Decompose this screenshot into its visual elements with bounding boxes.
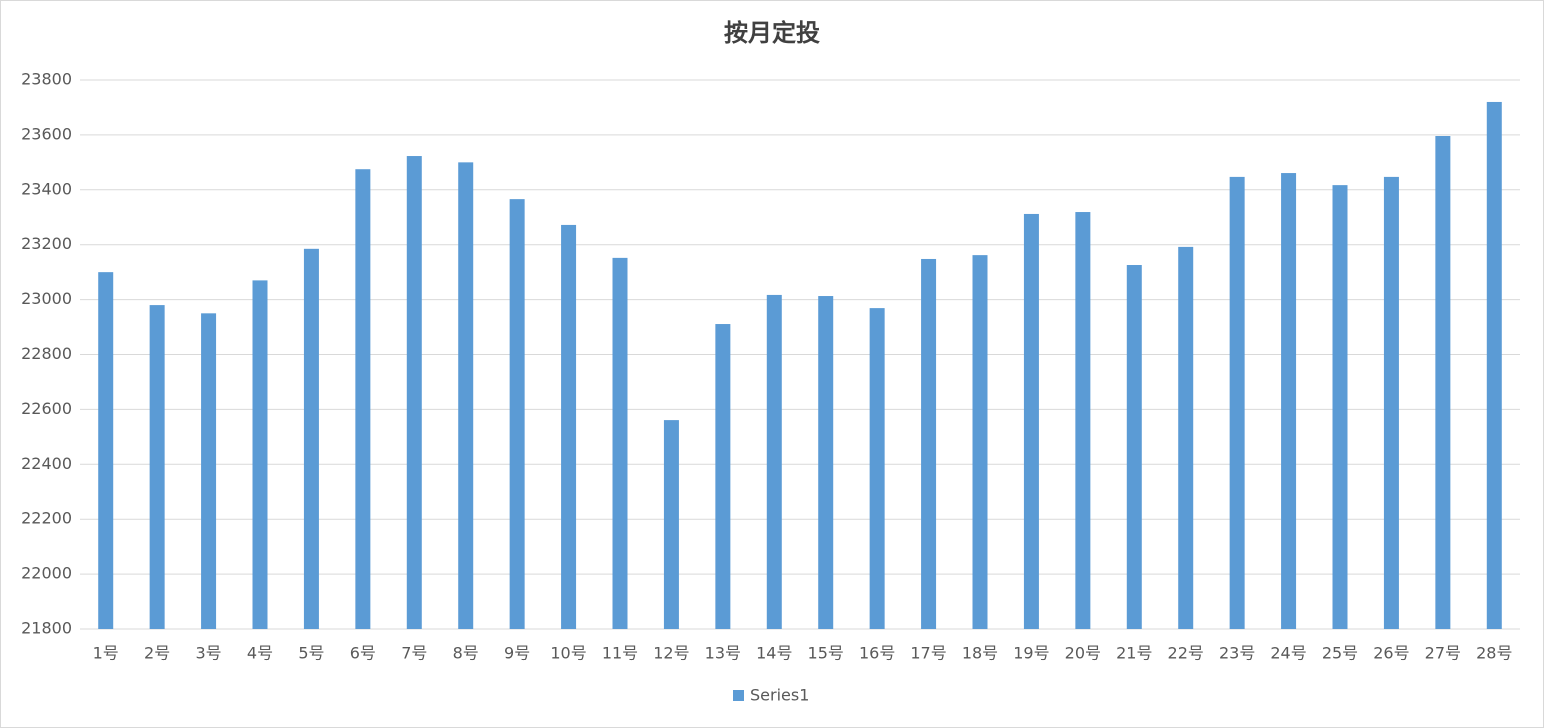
y-tick-label: 23600: [21, 124, 72, 143]
bar: [1383, 176, 1399, 629]
y-tick-label: 23200: [21, 234, 72, 253]
y-tick-label: 22600: [21, 399, 72, 418]
x-tick-label: 24号: [1270, 644, 1306, 663]
y-tick-label: 21800: [21, 619, 72, 638]
bar: [818, 296, 834, 629]
x-tick-label: 13号: [705, 644, 741, 663]
bar: [149, 305, 165, 629]
x-tick-label: 22号: [1168, 644, 1204, 663]
bar: [1075, 212, 1091, 630]
bar: [201, 313, 217, 629]
x-tick-label: 4号: [247, 644, 273, 663]
x-tick-label: 16号: [859, 644, 895, 663]
bar: [406, 156, 422, 629]
bar: [663, 420, 679, 629]
x-tick-label: 2号: [144, 644, 170, 663]
bar: [869, 308, 885, 629]
bar: [458, 162, 474, 629]
x-tick-label: 19号: [1013, 644, 1049, 663]
bar: [303, 248, 319, 629]
bar: [561, 224, 577, 629]
bar: [1332, 185, 1348, 630]
x-tick-label: 8号: [453, 644, 479, 663]
x-tick-label: 20号: [1065, 644, 1101, 663]
bar: [509, 199, 525, 629]
bar: [766, 294, 782, 629]
x-tick-label: 11号: [602, 644, 638, 663]
y-tick-label: 23000: [21, 289, 72, 308]
bar: [355, 169, 371, 629]
x-tick-label: 12号: [653, 644, 689, 663]
x-tick-label: 15号: [808, 644, 844, 663]
bar: [715, 324, 731, 629]
x-tick-label: 18号: [962, 644, 998, 663]
x-tick-label: 14号: [756, 644, 792, 663]
bar: [1281, 173, 1297, 630]
bar: [921, 258, 937, 629]
y-tick-label: 23400: [21, 179, 72, 198]
y-tick-label: 22000: [21, 564, 72, 583]
y-tick-label: 22200: [21, 509, 72, 528]
y-tick-label: 22800: [21, 344, 72, 363]
x-tick-label: 5号: [298, 644, 324, 663]
bar: [1023, 213, 1039, 629]
bar: [1178, 246, 1194, 629]
x-tick-label: 17号: [910, 644, 946, 663]
bar: [972, 255, 988, 630]
bar: [1486, 101, 1502, 629]
x-tick-label: 1号: [93, 644, 119, 663]
x-tick-label: 28号: [1476, 644, 1512, 663]
x-tick-label: 9号: [504, 644, 530, 663]
x-tick-label: 23号: [1219, 644, 1255, 663]
bar: [612, 257, 628, 629]
legend-label: Series1: [750, 686, 809, 705]
x-tick-label: 26号: [1373, 644, 1409, 663]
x-tick-label: 27号: [1425, 644, 1461, 663]
x-tick-label: 7号: [401, 644, 427, 663]
legend-swatch: [733, 690, 744, 701]
bar: [252, 280, 268, 629]
chart-title: 按月定投: [724, 19, 820, 47]
bar: [1229, 176, 1245, 629]
bar: [98, 272, 114, 629]
y-tick-label: 23800: [21, 70, 72, 89]
x-tick-label: 10号: [550, 644, 586, 663]
x-tick-label: 6号: [350, 644, 376, 663]
y-tick-label: 22400: [21, 454, 72, 473]
x-tick-label: 21号: [1116, 644, 1152, 663]
bar: [1126, 265, 1142, 629]
x-tick-label: 25号: [1322, 644, 1358, 663]
x-tick-label: 3号: [195, 644, 221, 663]
bar: [1435, 135, 1451, 630]
